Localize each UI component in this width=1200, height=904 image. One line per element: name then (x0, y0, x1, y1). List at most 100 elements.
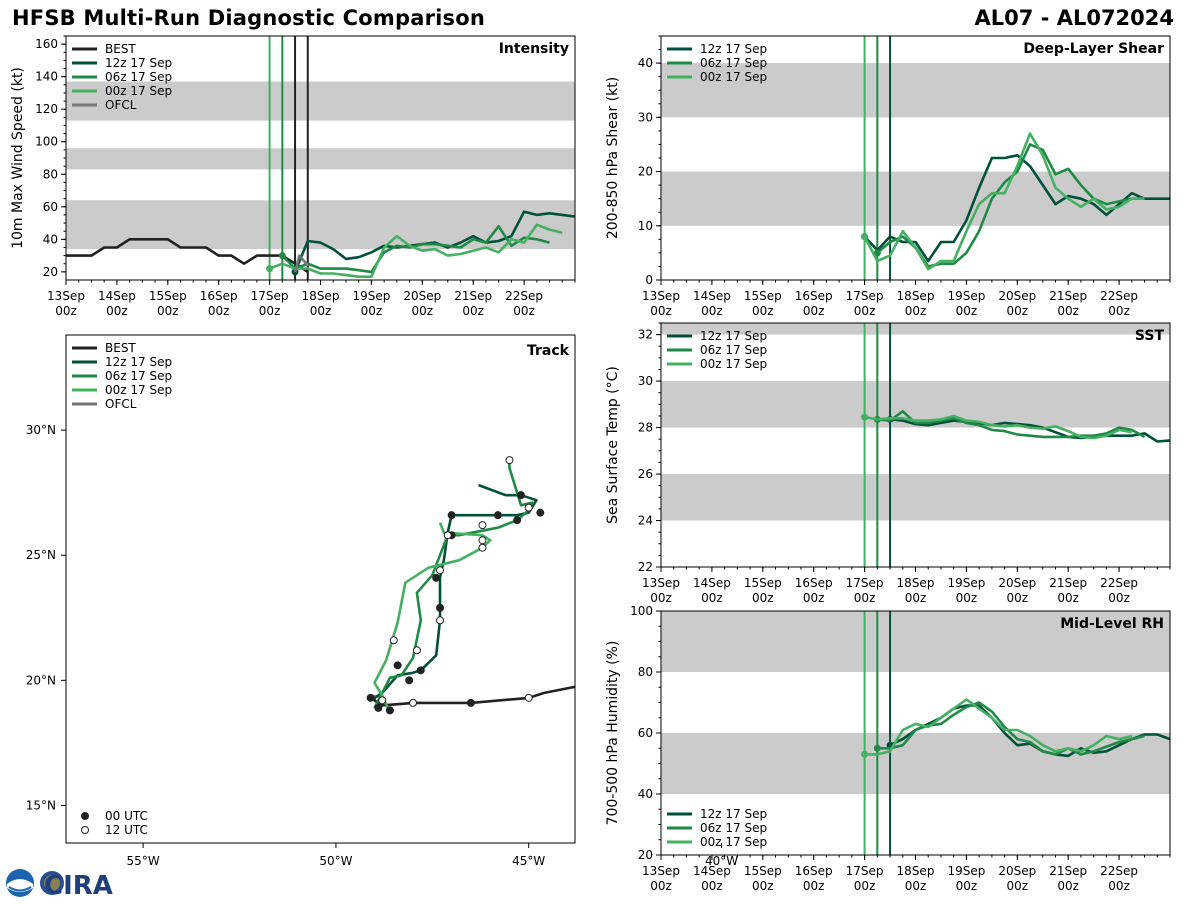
series-start-point (266, 265, 274, 273)
x-tick-label-date: 16Sep (795, 289, 833, 303)
track-line-run00z (373, 522, 492, 714)
y-axis-label: 10m Max Wind Speed (kt) (10, 67, 26, 249)
series-line-run06z (281, 225, 550, 274)
y-tick-label: 20 (638, 848, 653, 862)
y-axis-label: Sea Surface Temp (°C) (605, 366, 621, 524)
panel-track: 55°W 50°W 45°W 40°W 15°N 20°N 25°N 30°N Track BES… (26, 334, 738, 868)
y-tick-label: 160 (35, 37, 58, 51)
track-marker (478, 536, 487, 545)
track-line-best (373, 685, 575, 707)
y-tick-label: 0 (645, 273, 653, 287)
y-tick-label: 20 (43, 265, 58, 279)
track-line-run06z (373, 460, 534, 709)
x-tick-label-date: 13Sep (47, 289, 85, 303)
y-tick-label: 20°N (26, 673, 56, 687)
x-tick-label-hour: 00z (55, 304, 77, 318)
legend-marker-filled (81, 812, 89, 820)
track-marker (412, 646, 421, 655)
track-marker (389, 636, 398, 645)
x-tick-label-date: 22Sep (1100, 864, 1138, 878)
x-tick-label-date: 14Sep (98, 289, 136, 303)
shade-band (661, 733, 1170, 794)
legend-label: 06z 17 Sep (700, 343, 767, 357)
x-tick-label-date: 18Sep (897, 864, 935, 878)
x-tick-label-date: 22Sep (1100, 289, 1138, 303)
x-tick-label-date: 15Sep (149, 289, 187, 303)
series-line-run00z (864, 698, 1133, 756)
x-tick-label-hour: 00z (1007, 591, 1029, 605)
shade-band (661, 171, 1170, 226)
x-tick-label-date: 21Sep (1049, 289, 1087, 303)
x-tick-label-hour: 00z (854, 879, 876, 893)
x-tick-label-date: 20Sep (998, 576, 1036, 590)
legend-label: 00z 17 Sep (105, 383, 172, 397)
series-line-run12z (889, 418, 1171, 443)
legend-label: 00z 17 Sep (700, 835, 767, 849)
shade-band (661, 611, 1170, 672)
panel-title: SST (1135, 328, 1165, 344)
legend-label: 00z 17 Sep (700, 357, 767, 371)
x-tick-label-date: 18Sep (897, 576, 935, 590)
track-marker (513, 516, 522, 525)
track-marker (409, 698, 418, 707)
legend-label: 00 UTC (105, 809, 148, 823)
series-line-run12z (293, 210, 576, 273)
track-marker (505, 456, 514, 465)
x-tick-label-hour: 00z (310, 304, 332, 318)
x-tick-label-hour: 00z (650, 304, 672, 318)
x-tick-label-hour: 00z (701, 591, 723, 605)
y-tick-label: 60 (43, 200, 58, 214)
legend-label: OFCL (105, 397, 137, 411)
x-tick-label: 50°W (319, 854, 352, 868)
series-start-point (873, 249, 881, 257)
track-marker (416, 666, 425, 675)
legend-label: 12z 17 Sep (105, 56, 172, 70)
series-line-run00z (864, 414, 1133, 440)
x-tick-label-date: 17Sep (251, 289, 289, 303)
x-tick-label-hour: 00z (361, 304, 383, 318)
series-start-point (861, 233, 869, 241)
x-tick-label-date: 18Sep (897, 289, 935, 303)
x-tick-label-hour: 00z (956, 879, 978, 893)
y-tick-label: 100 (35, 135, 58, 149)
legend-label: 12z 17 Sep (700, 807, 767, 821)
shade-band (661, 474, 1170, 521)
panel-title: Track (527, 343, 570, 359)
track-marker (524, 503, 533, 512)
shade-band (66, 148, 575, 170)
series-start-point (873, 744, 881, 752)
x-tick-label-hour: 00z (752, 591, 774, 605)
cira-globe-icon (40, 871, 64, 895)
x-tick-label-date: 14Sep (693, 576, 731, 590)
x-tick-label-hour: 00z (157, 304, 179, 318)
legend-label: 06z 17 Sep (105, 70, 172, 84)
series-line-run06z (877, 701, 1145, 756)
y-tick-label: 25°N (26, 548, 56, 562)
track-marker (405, 676, 414, 685)
track-marker (478, 543, 487, 552)
x-tick-label-date: 18Sep (302, 289, 340, 303)
x-tick-label-date: 21Sep (1049, 576, 1087, 590)
panel-shear: 01020304013Sep00z14Sep00z15Sep00z16Sep00… (605, 35, 1171, 318)
x-tick-label-hour: 00z (752, 304, 774, 318)
y-tick-label: 140 (35, 70, 58, 84)
x-tick-label-date: 13Sep (642, 289, 680, 303)
panel-title: Deep-Layer Shear (1023, 41, 1164, 57)
y-tick-label: 24 (638, 514, 653, 528)
legend-label: 06z 17 Sep (105, 369, 172, 383)
x-tick-label: 40°W (705, 854, 738, 868)
track-marker (668, 674, 675, 681)
x-tick-label-hour: 00z (1007, 304, 1029, 318)
x-tick-label-date: 17Sep (846, 576, 884, 590)
x-tick-label-hour: 00z (1057, 591, 1079, 605)
track-marker (385, 706, 394, 715)
x-tick-label-date: 14Sep (693, 289, 731, 303)
legend-label: 06z 17 Sep (700, 821, 767, 835)
x-tick-label-date: 16Sep (795, 864, 833, 878)
x-tick-label-date: 22Sep (1100, 576, 1138, 590)
series-line-ofcl (293, 254, 309, 273)
x-tick-label-hour: 00z (1108, 879, 1130, 893)
series-start-point (861, 750, 869, 758)
series-line-run12z (863, 154, 1170, 263)
